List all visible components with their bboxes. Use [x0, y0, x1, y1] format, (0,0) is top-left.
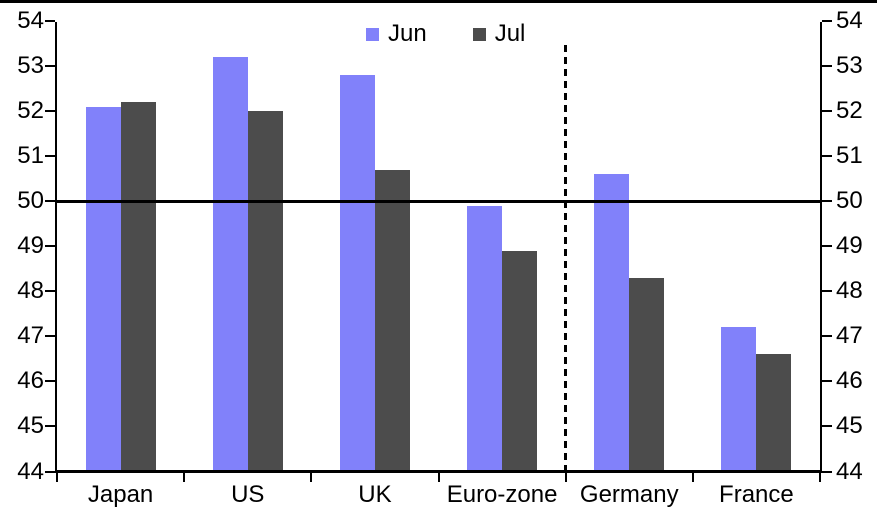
bar-jun-germany: [594, 174, 630, 473]
aggregate-country-divider-dashed-line: [564, 45, 568, 473]
y-axis-label-left-49: 49: [17, 232, 44, 260]
y-axis-label-left-52: 52: [17, 97, 44, 125]
bar-jun-uk: [339, 75, 375, 473]
bar-jul-uk: [374, 169, 410, 473]
y-tick-left-50: [45, 200, 55, 203]
y-axis-left: [55, 22, 57, 473]
y-axis-label-left-51: 51: [17, 142, 44, 170]
category-label-france: France: [719, 481, 794, 508]
category-label-uk: UK: [358, 481, 392, 508]
y-axis-label-right-53: 53: [836, 52, 863, 80]
category-label-euro-zone: Euro-zone: [446, 481, 558, 508]
y-tick-right-50: [822, 200, 832, 203]
y-tick-right-48: [822, 290, 832, 293]
y-tick-left-51: [45, 155, 55, 158]
category-label-germany: Germany: [579, 481, 679, 508]
y-tick-left-53: [45, 65, 55, 68]
y-tick-left-46: [45, 380, 55, 383]
legend-item-jun: Jun: [366, 21, 427, 47]
y-axis-label-right-54: 54: [836, 7, 863, 34]
y-axis-label-right-46: 46: [836, 367, 863, 395]
x-axis-tick-0: [56, 473, 58, 482]
y-tick-right-54: [822, 20, 832, 22]
y-axis-label-left-54: 54: [17, 7, 44, 34]
bar-jul-euro-zone: [502, 250, 538, 473]
jun-legend-swatch: [366, 27, 379, 41]
bar-jul-france: [756, 354, 792, 473]
y-tick-right-52: [822, 110, 832, 113]
y-tick-right-53: [822, 65, 832, 68]
chart-top-border: [0, 0, 877, 3]
y-axis-label-left-45: 45: [17, 412, 44, 440]
reference-line-50: [57, 199, 820, 203]
y-axis-label-right-48: 48: [836, 277, 863, 305]
y-tick-left-48: [45, 290, 55, 293]
y-axis-label-right-45: 45: [836, 412, 863, 440]
y-tick-left-52: [45, 110, 55, 113]
y-axis-label-right-52: 52: [836, 97, 863, 125]
bar-jun-euro-zone: [467, 205, 503, 473]
y-axis-label-left-48: 48: [17, 277, 44, 305]
y-tick-right-45: [822, 425, 832, 428]
y-tick-left-49: [45, 245, 55, 248]
x-axis-tick-2: [310, 473, 313, 482]
y-axis-label-left-47: 47: [17, 322, 44, 350]
y-axis-label-right-50: 50: [836, 187, 863, 215]
y-axis-label-right-51: 51: [836, 142, 863, 170]
bar-jul-germany: [629, 277, 665, 473]
x-axis-tick-1: [183, 473, 186, 482]
y-axis-label-right-49: 49: [836, 232, 863, 260]
y-axis-label-left-53: 53: [17, 52, 44, 80]
bar-jun-france: [721, 327, 757, 473]
y-axis-label-left-46: 46: [17, 367, 44, 395]
y-axis-label-left-44: 44: [17, 457, 44, 485]
x-axis-tick-3: [437, 473, 440, 482]
y-tick-right-46: [822, 380, 832, 383]
category-label-japan: Japan: [87, 481, 154, 508]
jul-legend-swatch: [472, 27, 486, 41]
legend-item-jul: Jul: [472, 20, 526, 47]
y-tick-left-44: [45, 470, 55, 473]
y-axis-label-right-47: 47: [836, 322, 863, 350]
y-tick-left-54: [45, 20, 55, 22]
bar-jun-japan: [85, 106, 121, 473]
y-tick-left-45: [45, 425, 55, 428]
x-axis-tick-5: [691, 473, 694, 482]
x-axis-tick-6: [819, 473, 821, 482]
y-axis-label-left-50: 50: [17, 187, 44, 215]
jun-legend-label: Jun: [388, 20, 427, 47]
category-label-us: US: [231, 481, 265, 508]
jul-legend-label: Jul: [494, 20, 526, 47]
y-axis-label-right-44: 44: [836, 457, 863, 485]
x-axis-tick-4: [564, 473, 567, 482]
chart-legend: Jun Jul: [366, 21, 525, 47]
bar-jun-us: [212, 57, 248, 473]
bar-jul-us: [247, 111, 283, 473]
x-axis: [55, 470, 822, 473]
y-tick-right-44: [822, 470, 832, 473]
y-axis-right: [820, 22, 822, 473]
y-tick-left-47: [45, 335, 55, 338]
y-tick-right-49: [822, 245, 832, 248]
bar-jul-japan: [120, 102, 156, 473]
y-tick-right-51: [822, 155, 832, 158]
y-tick-right-47: [822, 335, 832, 338]
